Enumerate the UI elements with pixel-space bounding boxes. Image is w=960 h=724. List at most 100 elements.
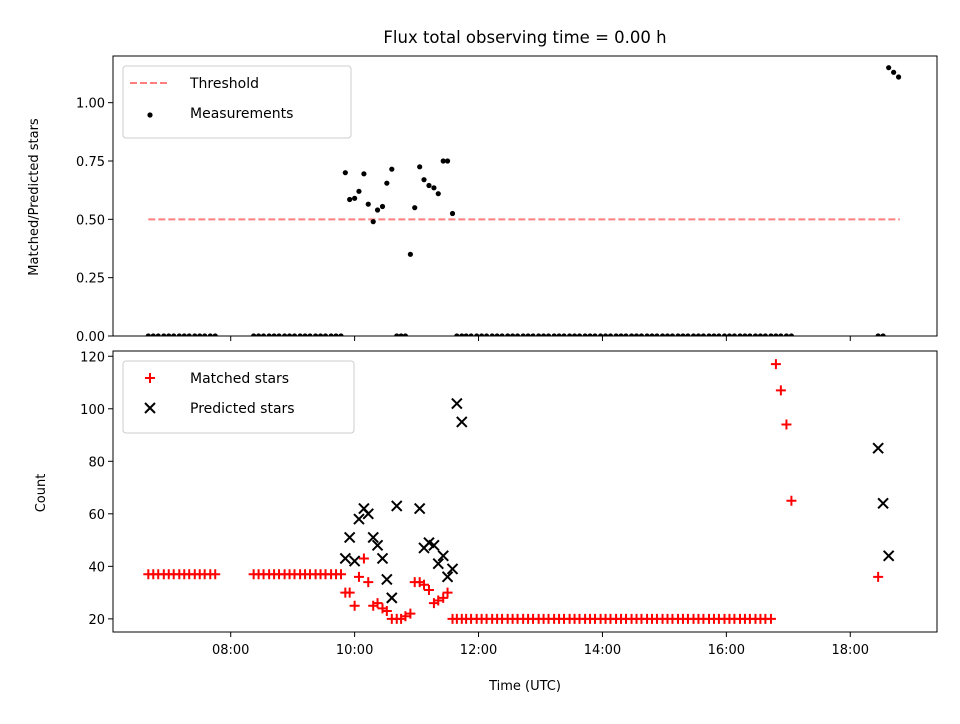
measurement-point xyxy=(613,333,619,336)
measurement-point xyxy=(352,195,358,201)
measurement-point xyxy=(181,333,187,336)
measurement-point xyxy=(520,333,526,336)
measurement-point xyxy=(440,158,446,164)
matched-star-point xyxy=(873,571,884,582)
predicted-star-point xyxy=(437,550,449,562)
predicted-star-point xyxy=(877,497,889,510)
matched-star-point xyxy=(349,600,360,611)
count-y-axis-label: Count xyxy=(34,474,49,513)
measurement-point xyxy=(505,333,511,336)
measurement-point xyxy=(474,333,480,336)
predicted-star-point xyxy=(371,539,384,552)
count-legend-box xyxy=(122,360,355,434)
measurement-point xyxy=(302,333,308,336)
measurement-point xyxy=(875,333,881,336)
measurement-point xyxy=(370,219,376,225)
measurement-point xyxy=(266,333,272,336)
measurement-point xyxy=(161,333,167,336)
measurement-point xyxy=(421,177,427,183)
measurement-point xyxy=(669,333,676,336)
predicted-star-point xyxy=(446,563,459,575)
measurement-point xyxy=(644,333,650,336)
ratio-axes-frame xyxy=(112,55,938,337)
measurement-point xyxy=(747,333,753,336)
measurement-point xyxy=(654,333,660,336)
measurement-point xyxy=(176,333,182,336)
measurement-point xyxy=(510,333,516,336)
measurement-point xyxy=(307,333,313,336)
measurement-point xyxy=(207,333,213,336)
predicted-star-point xyxy=(428,539,440,552)
measurement-point xyxy=(711,333,717,336)
x-tick-label: 10:00 xyxy=(336,643,373,658)
measurement-point xyxy=(571,333,578,336)
measurement-point xyxy=(536,333,542,336)
count-y-tick-label: 20 xyxy=(88,613,105,628)
measurement-point xyxy=(716,333,722,336)
measurement-point xyxy=(171,333,177,336)
measurement-point xyxy=(356,188,362,194)
measurement-point xyxy=(444,158,451,164)
ratio-panel: 0.00 0.25 0.50 0.75 1.00 Threshold Measurement… xyxy=(76,55,938,345)
count-legend: Matched stars Predicted stars xyxy=(122,360,355,434)
measurement-point xyxy=(402,333,409,336)
predicted-star-point xyxy=(348,555,361,567)
count-axes-frame xyxy=(112,350,938,633)
measurement-point xyxy=(618,333,624,336)
ratio-y-tick-label: 0.50 xyxy=(76,213,105,228)
measurement-point xyxy=(186,333,192,336)
count-y-tick-label: 120 xyxy=(80,350,105,365)
measurement-point xyxy=(891,69,897,75)
predicted-star-point xyxy=(456,416,468,428)
measurement-point xyxy=(479,333,485,336)
measurement-point xyxy=(551,333,557,336)
measurement-point xyxy=(545,333,552,336)
x-tick-label: 16:00 xyxy=(708,643,745,658)
measurement-point xyxy=(602,333,609,336)
measurement-point xyxy=(389,166,395,172)
ratio-y-tick-label: 0.75 xyxy=(76,155,105,170)
measurement-point xyxy=(150,333,156,336)
predicted-star-point xyxy=(872,442,884,454)
measurement-point xyxy=(276,333,282,336)
predicted-star-point xyxy=(391,500,403,512)
measurement-point xyxy=(695,333,702,336)
measurement-point xyxy=(365,201,371,207)
measurement-point xyxy=(361,171,367,177)
matched-star-point xyxy=(419,579,430,590)
measurement-point xyxy=(459,333,465,336)
legend-label: Predicted stars xyxy=(190,401,295,417)
matched-star-point xyxy=(358,553,369,564)
measurement-point xyxy=(468,333,474,336)
count-data-layer xyxy=(143,359,895,624)
measurement-point xyxy=(737,333,743,336)
matched-star-point xyxy=(786,495,797,506)
measurement-point xyxy=(212,333,218,336)
measurement-point xyxy=(649,333,655,336)
measurement-point xyxy=(449,210,456,217)
measurement-point xyxy=(463,333,469,336)
measurement-point xyxy=(155,333,161,336)
measurement-point xyxy=(394,333,400,336)
measurement-point xyxy=(607,333,614,336)
matched-star-point xyxy=(775,385,786,396)
predicted-star-point xyxy=(441,571,454,583)
measurement-point xyxy=(556,333,562,336)
predicted-star-point xyxy=(882,550,895,562)
measurement-point xyxy=(145,333,151,336)
matched-star-point xyxy=(781,419,792,430)
x-tick-label: 14:00 xyxy=(584,643,621,658)
predicted-star-point xyxy=(367,531,379,544)
matched-star-point xyxy=(381,605,392,616)
matched-star-point xyxy=(765,613,776,624)
measurement-point xyxy=(880,333,886,336)
ratio-y-tick-label: 1.00 xyxy=(76,97,105,112)
measurement-point xyxy=(384,180,390,186)
ratio-legend: Threshold Measurements xyxy=(122,65,352,139)
measurement-point xyxy=(483,333,490,336)
measurement-point xyxy=(489,333,495,336)
count-panel: 20 40 60 80 100 120 08:00 10:00 12:00 14:00 16:00 1… xyxy=(80,350,938,658)
measurement-point xyxy=(192,333,198,336)
measurement-point xyxy=(338,333,344,336)
matched-star-point xyxy=(353,571,364,582)
